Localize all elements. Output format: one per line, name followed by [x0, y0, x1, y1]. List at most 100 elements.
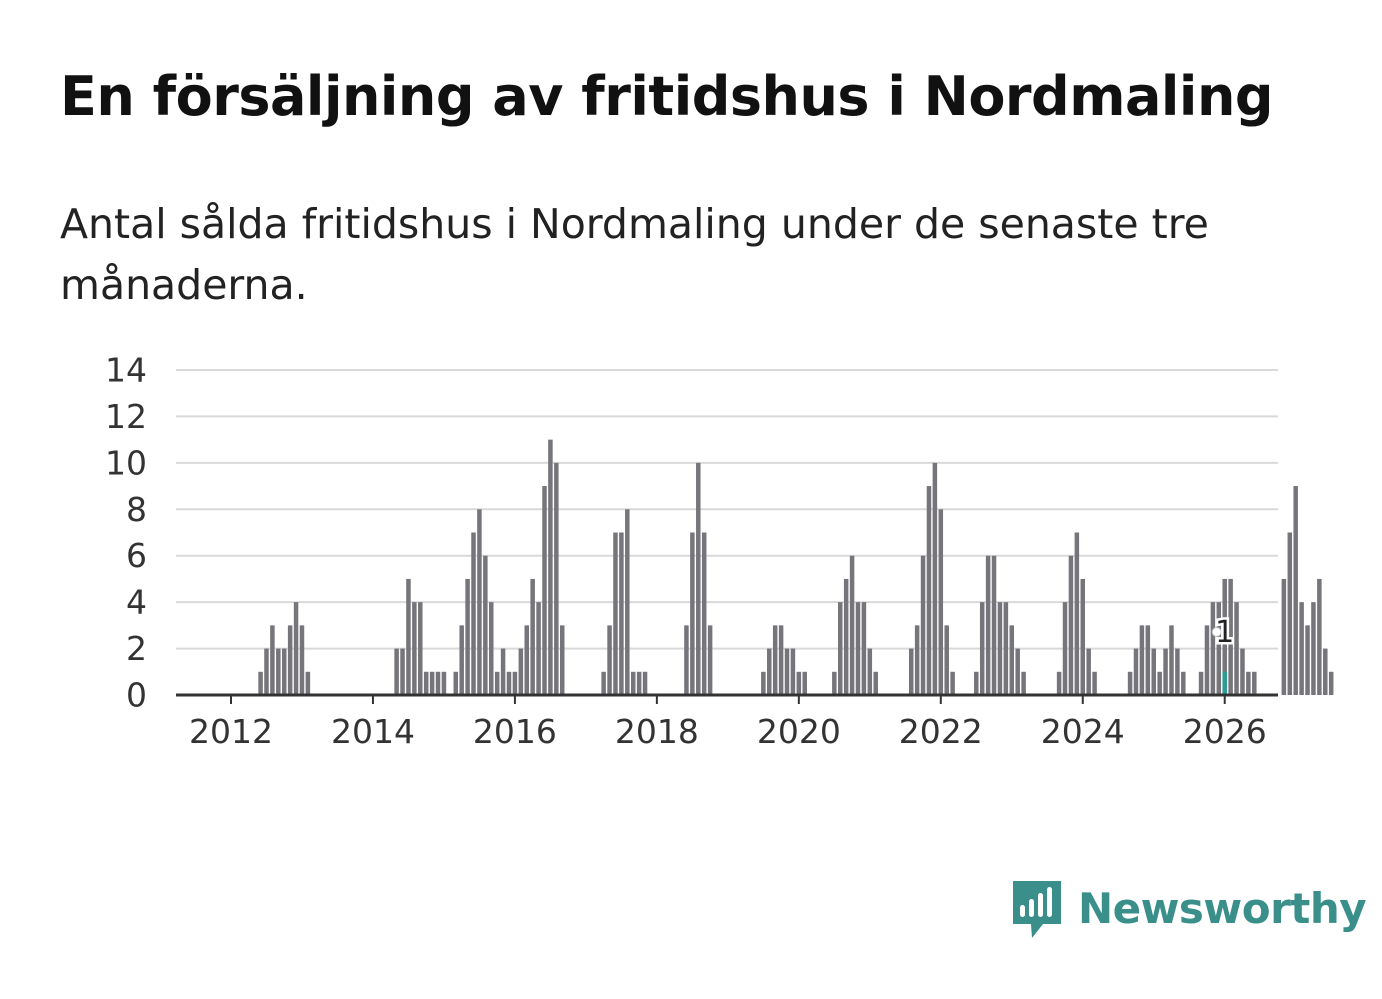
bar — [613, 532, 618, 695]
bar — [1198, 671, 1204, 695]
bar — [767, 648, 772, 695]
x-tick-label: 2016 — [473, 712, 557, 751]
bar — [944, 625, 949, 695]
bar — [1092, 671, 1097, 695]
bar — [1204, 625, 1210, 695]
y-tick-label: 10 — [105, 443, 147, 482]
bar — [287, 625, 293, 695]
bar — [838, 602, 843, 695]
bar — [908, 648, 914, 695]
bar-chart: 0 2 4 6 8 10 12 14 2012 2014 2016 2018 2020 2022 2024… — [105, 351, 1334, 751]
grid-lines — [176, 369, 1278, 650]
bar — [1240, 648, 1245, 695]
highlight-bar — [1222, 671, 1227, 695]
chart-title: En försäljning av fritidshus i Nordmalin… — [60, 65, 1274, 128]
bar — [802, 671, 807, 695]
bar — [1127, 671, 1133, 695]
bar — [1317, 578, 1322, 695]
bar — [530, 578, 535, 695]
bar — [524, 625, 529, 695]
bar — [559, 625, 565, 695]
bar — [1015, 648, 1020, 695]
bar — [494, 671, 500, 695]
bar — [406, 578, 411, 695]
y-tick-label: 4 — [126, 583, 147, 622]
bar — [299, 625, 305, 695]
y-tick-label: 2 — [126, 629, 147, 668]
y-tick-label: 6 — [126, 536, 147, 575]
bar — [542, 486, 547, 695]
x-tick-label: 2022 — [899, 712, 983, 751]
bar — [418, 602, 423, 695]
bar — [500, 648, 506, 695]
chart-subtitle: Antal sålda fritidshus i Nordmaling unde… — [60, 200, 1209, 309]
bar — [471, 532, 476, 695]
bar — [506, 671, 512, 695]
bar — [483, 555, 488, 695]
bar — [1062, 602, 1068, 695]
newsworthy-logo: Newsworthy — [1010, 878, 1367, 940]
bar — [1056, 671, 1062, 695]
x-axis-ticks: 2012 2014 2016 2018 2020 2022 2024 2026 — [189, 695, 1267, 751]
x-tick-label: 2020 — [757, 712, 841, 751]
bar — [607, 625, 612, 695]
bar — [772, 625, 778, 695]
bar — [843, 578, 849, 695]
bar — [855, 602, 861, 695]
bar — [512, 671, 518, 695]
bar — [1181, 671, 1186, 695]
bar — [867, 648, 873, 695]
bar — [453, 671, 459, 695]
bar — [435, 671, 441, 695]
y-axis-ticks: 0 2 4 6 8 10 12 14 — [105, 351, 147, 715]
y-tick-label: 14 — [105, 351, 147, 390]
bar — [465, 578, 470, 695]
bar — [441, 671, 447, 695]
bar — [1228, 578, 1233, 695]
bar — [1003, 602, 1009, 695]
bar — [264, 648, 269, 695]
bar — [630, 671, 636, 695]
bar — [1021, 671, 1026, 695]
bar — [642, 671, 648, 695]
bar — [601, 671, 606, 695]
bar — [849, 555, 855, 695]
bar — [1175, 648, 1180, 695]
bar — [932, 462, 938, 695]
bar — [489, 602, 494, 695]
bar — [1145, 625, 1151, 695]
bar — [625, 509, 630, 695]
y-tick-label: 12 — [105, 397, 147, 436]
bar — [281, 648, 287, 695]
bar — [784, 648, 790, 695]
bar — [1222, 578, 1227, 695]
bar — [696, 462, 701, 695]
bar — [979, 602, 985, 695]
bars — [258, 439, 1334, 695]
bar — [761, 671, 766, 695]
bar — [619, 532, 624, 695]
bar — [394, 648, 399, 695]
bar — [1246, 671, 1251, 695]
bar — [790, 648, 796, 695]
bar — [1323, 648, 1328, 695]
bar — [276, 648, 281, 695]
bar — [518, 648, 524, 695]
bar — [1009, 625, 1015, 695]
bar — [554, 462, 559, 695]
bar — [293, 602, 299, 695]
bar — [1139, 625, 1145, 695]
bar — [1305, 625, 1310, 695]
bar — [1252, 671, 1257, 695]
bar — [861, 602, 867, 695]
bar — [258, 671, 263, 695]
bar — [1068, 555, 1074, 695]
highlight-annotation: 1 — [1211, 613, 1237, 653]
bar — [429, 671, 435, 695]
x-tick-label: 2012 — [189, 712, 273, 751]
x-tick-label: 2014 — [331, 712, 415, 751]
bar — [270, 625, 275, 695]
bar — [1210, 602, 1216, 695]
bar — [832, 671, 837, 695]
x-tick-label: 2026 — [1183, 712, 1267, 751]
